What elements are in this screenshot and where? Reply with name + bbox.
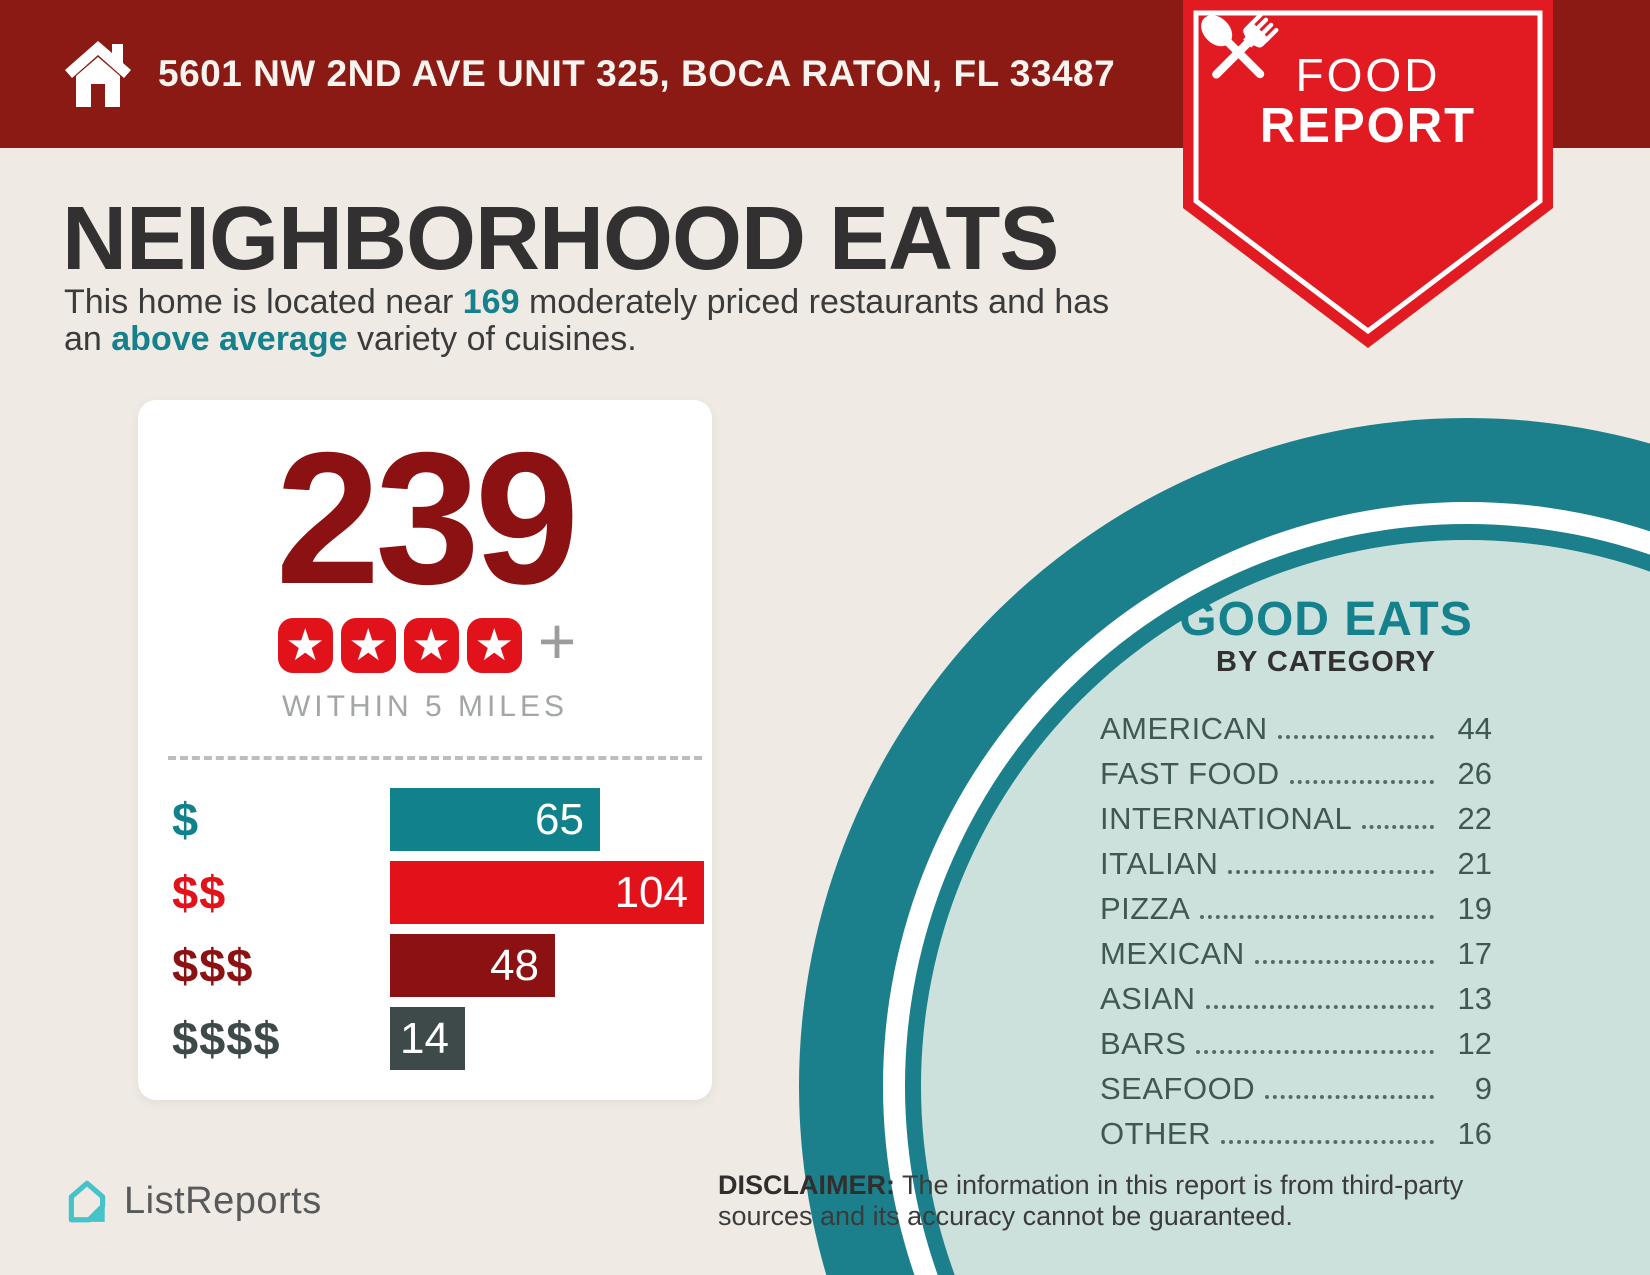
category-value: 44 [1457,711,1492,746]
category-label: MEXICAN [1100,936,1245,971]
good-eats-title: GOOD EATS [1179,593,1473,646]
price-bar: 14 [390,1007,465,1070]
price-tier-label: $ [172,793,200,846]
list-item: ASIAN 13 [1100,972,1492,1017]
list-item: OTHER 16 [1100,1107,1492,1152]
radius-label: WITHIN 5 MILES [281,690,569,723]
listreports-brand: ListReports [62,1176,322,1226]
price-tier-label: $$$$ [172,1012,281,1065]
category-label: BARS [1100,1026,1187,1061]
category-value: 12 [1457,1026,1492,1061]
page-title: NEIGHBORHOOD EATS [62,189,1059,289]
star-icon: ★ [403,618,459,673]
category-value: 19 [1457,891,1492,926]
dot-leader [1265,1095,1434,1099]
dashed-divider [168,756,702,760]
list-item: ITALIAN 21 [1100,837,1492,882]
rating-plus: + [537,604,577,679]
dot-leader [1228,870,1434,874]
rating-row: ★ ★ ★ ★ + [138,604,712,679]
badge-title-line2: REPORT [1259,99,1477,153]
category-label: ASIAN [1100,981,1196,1016]
category-value: 9 [1474,1071,1492,1106]
price-bar-value: 65 [535,794,584,844]
price-bar: 104 [390,861,704,924]
rating-stars: ★ ★ ★ ★ [274,618,526,673]
price-tier-label: $$$ [172,939,254,992]
intro-text: This home is located near 169 moderately… [64,284,1124,358]
price-bar-row: $ 65 [138,788,712,851]
list-item: PIZZA 19 [1100,882,1492,927]
price-bar-row: $$$ 48 [138,934,712,997]
category-label: INTERNATIONAL [1100,801,1353,836]
category-label: OTHER [1100,1116,1211,1151]
price-bar-value: 104 [614,867,688,917]
disclaimer: DISCLAIMER: The information in this repo… [718,1170,1498,1232]
list-item: MEXICAN 17 [1100,927,1492,972]
disclaimer-label: DISCLAIMER: [718,1170,895,1200]
intro-pre: This home is located near [64,283,463,321]
property-address: 5601 NW 2ND AVE UNIT 325, BOCA RATON, FL… [158,53,1116,94]
intro-mid: moderately priced restaurants and has an [64,283,1110,358]
price-bar: 65 [390,788,600,851]
price-bar-value: 14 [400,1013,449,1063]
good-eats-subtitle: BY CATEGORY [1216,646,1436,678]
summary-card: 239 ★ ★ ★ ★ + WITHIN 5 MILES $ 65 $$ 104 $$… [138,400,712,1100]
list-item: INTERNATIONAL 22 [1100,792,1492,837]
category-value: 16 [1457,1116,1492,1151]
list-item: FAST FOOD 26 [1100,747,1492,792]
price-bar: 48 [390,934,555,997]
star-icon: ★ [466,618,522,673]
dot-leader [1221,1140,1434,1144]
good-eats-list: AMERICAN 44 FAST FOOD 26 INTERNATIONAL 22 I… [1100,702,1492,1152]
list-item: SEAFOOD 9 [1100,1062,1492,1107]
home-icon [65,41,131,107]
star-icon: ★ [340,618,396,673]
category-value: 26 [1457,756,1492,791]
category-value: 13 [1457,981,1492,1016]
price-bar-row: $$$$ 14 [138,1007,712,1070]
restaurant-count: 169 [462,283,520,321]
dot-leader [1200,915,1434,919]
list-item: BARS 12 [1100,1017,1492,1062]
dot-leader [1277,735,1434,739]
listreports-wordmark: ListReports [124,1179,322,1222]
intro-post: variety of cuisines. [347,320,637,358]
dot-leader [1362,825,1434,829]
category-value: 17 [1457,936,1492,971]
ribbon-shape [1183,0,1553,348]
dot-leader [1205,1005,1434,1009]
dot-leader [1196,1050,1434,1054]
dot-leader [1254,960,1434,964]
food-report-badge: FOOD REPORT [1183,0,1553,348]
crossed-spoon-fork-icon [1201,12,1279,79]
category-value: 22 [1457,801,1492,836]
price-tier-label: $$ [172,866,227,919]
intro-highlight: above average [111,320,348,358]
category-label: ITALIAN [1100,846,1219,881]
disclaimer-text: The information in this report is from t… [718,1170,1464,1231]
category-label: FAST FOOD [1100,756,1280,791]
category-label: PIZZA [1100,891,1191,926]
listreports-logo-icon [68,1180,106,1223]
list-item: AMERICAN 44 [1100,702,1492,747]
star-icon: ★ [277,618,333,673]
category-value: 21 [1457,846,1492,881]
category-label: SEAFOOD [1100,1071,1256,1106]
total-restaurants: 239 [275,413,580,623]
category-label: AMERICAN [1100,711,1268,746]
dot-leader [1289,780,1434,784]
badge-title-line1: FOOD [1295,49,1441,101]
price-bar-value: 48 [490,940,539,990]
price-bar-row: $$ 104 [138,861,712,924]
